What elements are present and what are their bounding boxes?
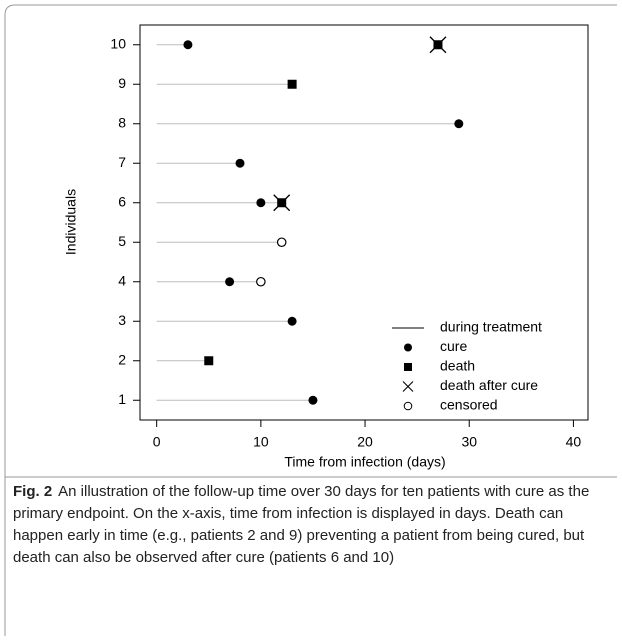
caption: Fig. 2 An illustration of the follow-up t… bbox=[13, 481, 609, 569]
point bbox=[183, 40, 193, 50]
y-tick-label: 5 bbox=[118, 233, 126, 249]
y-tick-label: 4 bbox=[118, 272, 126, 288]
point bbox=[235, 158, 245, 168]
y-tick-label: 9 bbox=[118, 75, 126, 91]
y-tick-label: 8 bbox=[118, 114, 126, 130]
y-tick-label: 6 bbox=[118, 193, 126, 209]
point bbox=[256, 198, 266, 208]
point bbox=[454, 119, 464, 129]
plot-frame bbox=[139, 24, 589, 421]
x-tick-label: 10 bbox=[253, 434, 269, 450]
figure-border bbox=[4, 4, 617, 636]
point bbox=[256, 276, 266, 287]
x-tick-label: 30 bbox=[461, 434, 477, 450]
x-axis-label: Time from infection (days) bbox=[284, 454, 445, 470]
legend-swatch bbox=[404, 343, 412, 352]
point bbox=[225, 277, 235, 287]
caption-text: An illustration of the follow-up time ov… bbox=[13, 483, 590, 566]
point bbox=[308, 395, 318, 405]
legend-label: cure bbox=[440, 338, 467, 354]
y-tick-label: 2 bbox=[118, 351, 126, 367]
y-tick-label: 1 bbox=[118, 391, 126, 407]
legend-swatch bbox=[402, 381, 414, 392]
point bbox=[287, 79, 297, 89]
legend-swatch bbox=[403, 401, 413, 411]
point bbox=[276, 237, 287, 248]
y-tick-label: 3 bbox=[118, 312, 126, 328]
legend-label: censored bbox=[440, 397, 498, 413]
y-tick-label: 10 bbox=[110, 35, 126, 51]
point bbox=[287, 316, 297, 326]
y-tick-label: 7 bbox=[118, 154, 126, 170]
point bbox=[273, 194, 291, 212]
x-tick-label: 40 bbox=[566, 434, 582, 450]
caption-label: Fig. 2 bbox=[13, 483, 53, 500]
x-tick-label: 20 bbox=[357, 434, 373, 450]
legend-label: death bbox=[440, 358, 475, 374]
legend-label: during treatment bbox=[440, 319, 542, 335]
legend-label: death after cure bbox=[440, 377, 538, 393]
y-axis-label: Individuals bbox=[63, 189, 79, 255]
x-tick-label: 0 bbox=[153, 434, 161, 450]
legend-swatch bbox=[404, 363, 412, 371]
point bbox=[429, 36, 447, 54]
point bbox=[204, 356, 214, 366]
